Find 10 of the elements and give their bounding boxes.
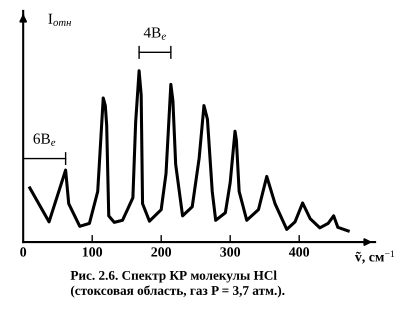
x-tick-label: 300 xyxy=(220,247,240,257)
text: Рис. 2.6. Спектр КР молекулы HCl (стоксовая область, газ P = 3,7 атм.). xyxy=(70,270,284,298)
x-tick-label: 0 xyxy=(20,247,26,257)
x-tick-label: 200 xyxy=(151,247,172,257)
x-axis-title: ṽ, см$^{−1}$ xyxy=(354,250,394,264)
text: 4B$_{e}$ xyxy=(144,27,166,40)
annotation: 6B$_{e}$ xyxy=(34,134,56,146)
x-tick-label: 400 xyxy=(288,247,310,257)
y-axis-title: I$_{отн}$ xyxy=(48,14,72,26)
x-tick-label: 100 xyxy=(82,247,102,257)
